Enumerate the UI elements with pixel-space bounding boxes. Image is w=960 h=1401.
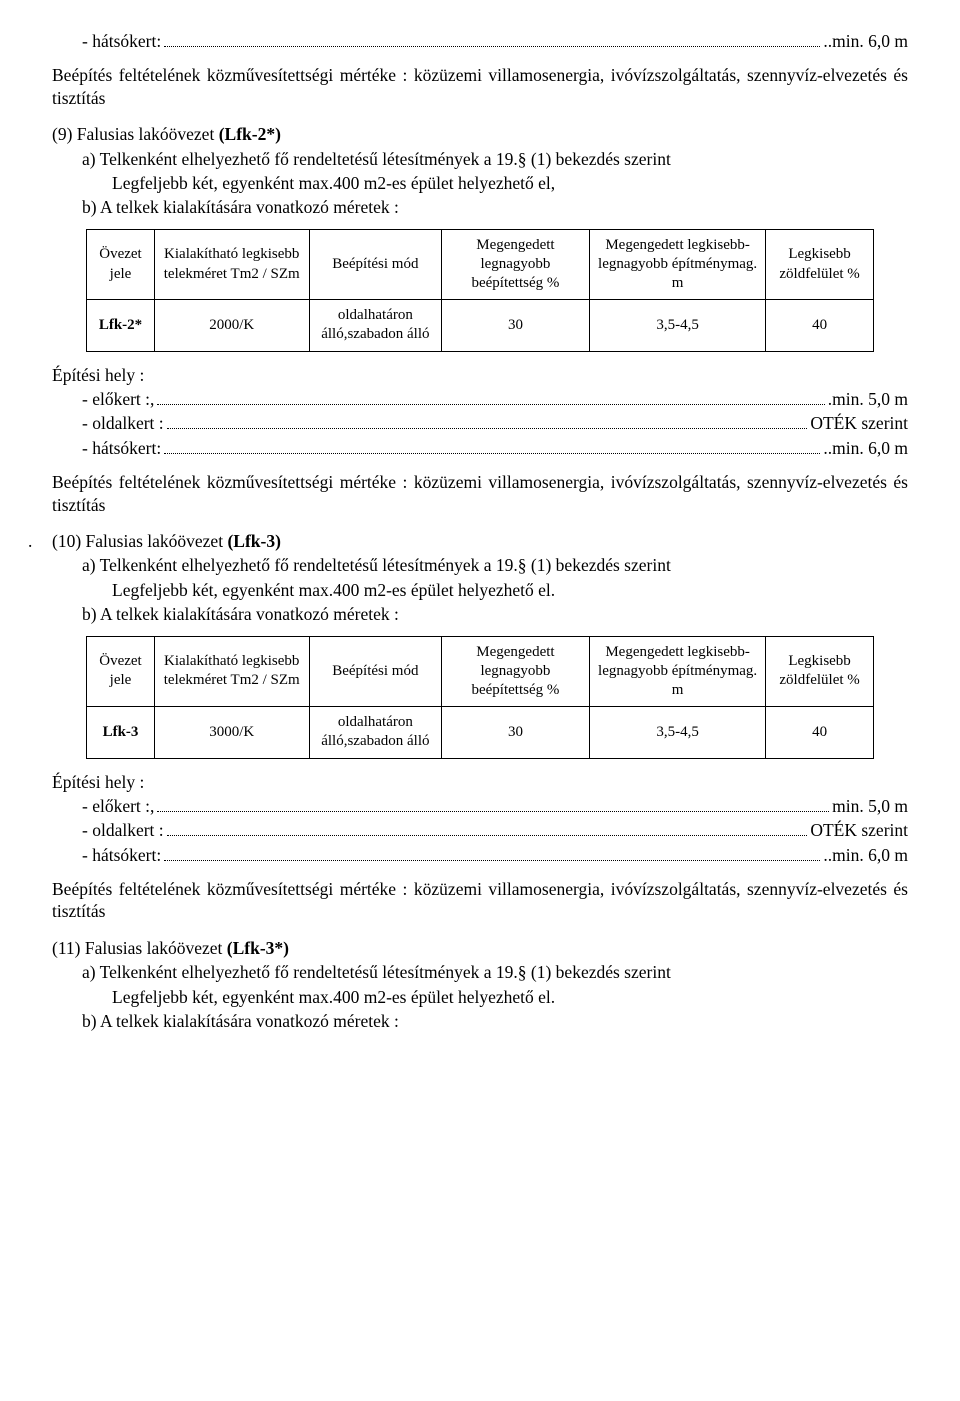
sec10-a2: Legfeljebb két, egyenként max.400 m2-es … bbox=[52, 579, 908, 601]
elokert-label: - előkert :, bbox=[82, 795, 154, 817]
dot-leader bbox=[167, 415, 808, 429]
sec9-title-b: (Lfk-2*) bbox=[219, 124, 281, 144]
sec11-title-b: (Lfk-3*) bbox=[227, 938, 289, 958]
dot-leader bbox=[164, 440, 820, 454]
th-c6: Legkisebb zöldfelület % bbox=[766, 636, 873, 707]
section-9: (9) Falusias lakóövezet (Lfk-2*) a) Telk… bbox=[52, 123, 908, 219]
sec10-title: (10) Falusias lakóövezet (Lfk-3) bbox=[52, 530, 908, 552]
td-c5: 3,5-4,5 bbox=[589, 300, 766, 351]
line-hatsokert-top: - hátsókert: ..min. 6,0 m bbox=[52, 30, 908, 52]
sec9-title-a: (9) Falusias lakóövezet bbox=[52, 124, 219, 144]
elokert-label: - előkert :, bbox=[82, 388, 154, 410]
line-hatsokert-1: - hátsókert: ..min. 6,0 m bbox=[52, 437, 908, 459]
th-c5: Megengedett legkisebb-legnagyobb építmén… bbox=[589, 636, 766, 707]
sec10-a: a) Telkenként elhelyezhető fő rendelteté… bbox=[52, 554, 908, 576]
epitesihely-2: Építési hely : bbox=[52, 771, 908, 793]
table-sec10: Övezet jele Kialakítható legkisebb telek… bbox=[86, 636, 874, 759]
epitesihely-1: Építési hely : bbox=[52, 364, 908, 386]
td-c6: 40 bbox=[766, 300, 873, 351]
sec10-b: b) A telkek kialakítására vonatkozó mére… bbox=[52, 603, 908, 625]
hatsokert-label: - hátsókert: bbox=[82, 437, 161, 459]
th-c3: Beépítési mód bbox=[309, 636, 441, 707]
elokert-value: min. 5,0 m bbox=[832, 795, 908, 817]
td-c1: Lfk-2* bbox=[87, 300, 155, 351]
th-c4: Megengedett legnagyobb beépítettség % bbox=[442, 636, 590, 707]
elokert-value: .min. 5,0 m bbox=[828, 388, 908, 410]
sec10-title-a: (10) Falusias lakóövezet bbox=[52, 531, 227, 551]
para-kozmu-2: Beépítés feltételének közművesítettségi … bbox=[52, 471, 908, 516]
oldalkert-value: OTÉK szerint bbox=[810, 412, 908, 434]
dot-leader bbox=[167, 822, 808, 836]
table-header-row: Övezet jele Kialakítható legkisebb telek… bbox=[87, 636, 874, 707]
td-c4: 30 bbox=[442, 300, 590, 351]
line-elokert-1: - előkert :, .min. 5,0 m bbox=[52, 388, 908, 410]
sec11-b: b) A telkek kialakítására vonatkozó mére… bbox=[52, 1010, 908, 1032]
dot-leader bbox=[157, 391, 824, 405]
dot-leader bbox=[164, 33, 820, 47]
table-sec9: Övezet jele Kialakítható legkisebb telek… bbox=[86, 229, 874, 352]
sec11-title-a: (11) Falusias lakóövezet bbox=[52, 938, 227, 958]
td-c5: 3,5-4,5 bbox=[589, 707, 766, 758]
sec9-a2: Legfeljebb két, egyenként max.400 m2-es … bbox=[52, 172, 908, 194]
line-elokert-2: - előkert :, min. 5,0 m bbox=[52, 795, 908, 817]
sec9-b: b) A telkek kialakítására vonatkozó mére… bbox=[52, 196, 908, 218]
td-c2: 3000/K bbox=[154, 707, 309, 758]
hatsokert-label: - hátsókert: bbox=[82, 844, 161, 866]
table-row: Lfk-2* 2000/K oldalhatáron álló,szabadon… bbox=[87, 300, 874, 351]
sec11-title: (11) Falusias lakóövezet (Lfk-3*) bbox=[52, 937, 908, 959]
td-c4: 30 bbox=[442, 707, 590, 758]
td-c3: oldalhatáron álló,szabadon álló bbox=[309, 707, 441, 758]
line-hatsokert-2: - hátsókert: ..min. 6,0 m bbox=[52, 844, 908, 866]
hatsokert-label: - hátsókert: bbox=[82, 30, 161, 52]
hatsokert-value: ..min. 6,0 m bbox=[823, 437, 908, 459]
line-oldalkert-1: - oldalkert : OTÉK szerint bbox=[52, 412, 908, 434]
th-c5: Megengedett legkisebb-legnagyobb építmén… bbox=[589, 229, 766, 300]
para-kozmu-1: Beépítés feltételének közművesítettségi … bbox=[52, 64, 908, 109]
th-c1: Övezet jele bbox=[87, 636, 155, 707]
table-header-row: Övezet jele Kialakítható legkisebb telek… bbox=[87, 229, 874, 300]
th-c3: Beépítési mód bbox=[309, 229, 441, 300]
th-c2: Kialakítható legkisebb telekméret Tm2 / … bbox=[154, 636, 309, 707]
td-c6: 40 bbox=[766, 707, 873, 758]
dot-leader bbox=[157, 798, 829, 812]
sec10-title-b: (Lfk-3) bbox=[227, 531, 280, 551]
td-c3: oldalhatáron álló,szabadon álló bbox=[309, 300, 441, 351]
sec11-a: a) Telkenként elhelyezhető fő rendelteté… bbox=[52, 961, 908, 983]
oldalkert-label: - oldalkert : bbox=[82, 819, 164, 841]
hatsokert-value: ..min. 6,0 m bbox=[823, 30, 908, 52]
oldalkert-label: - oldalkert : bbox=[82, 412, 164, 434]
section-10: (10) Falusias lakóövezet (Lfk-3) a) Telk… bbox=[52, 530, 908, 626]
table-row: Lfk-3 3000/K oldalhatáron álló,szabadon … bbox=[87, 707, 874, 758]
oldalkert-value: OTÉK szerint bbox=[810, 819, 908, 841]
th-c6: Legkisebb zöldfelület % bbox=[766, 229, 873, 300]
th-c1: Övezet jele bbox=[87, 229, 155, 300]
th-c2: Kialakítható legkisebb telekméret Tm2 / … bbox=[154, 229, 309, 300]
section-11: (11) Falusias lakóövezet (Lfk-3*) a) Tel… bbox=[52, 937, 908, 1033]
td-c2: 2000/K bbox=[154, 300, 309, 351]
hatsokert-value: ..min. 6,0 m bbox=[823, 844, 908, 866]
line-oldalkert-2: - oldalkert : OTÉK szerint bbox=[52, 819, 908, 841]
sec9-a: a) Telkenként elhelyezhető fő rendelteté… bbox=[52, 148, 908, 170]
td-c1: Lfk-3 bbox=[87, 707, 155, 758]
para-kozmu-3: Beépítés feltételének közművesítettségi … bbox=[52, 878, 908, 923]
sec11-a2: Legfeljebb két, egyenként max.400 m2-es … bbox=[52, 986, 908, 1008]
th-c4: Megengedett legnagyobb beépítettség % bbox=[442, 229, 590, 300]
dot-leader bbox=[164, 847, 820, 861]
sec9-title: (9) Falusias lakóövezet (Lfk-2*) bbox=[52, 123, 908, 145]
